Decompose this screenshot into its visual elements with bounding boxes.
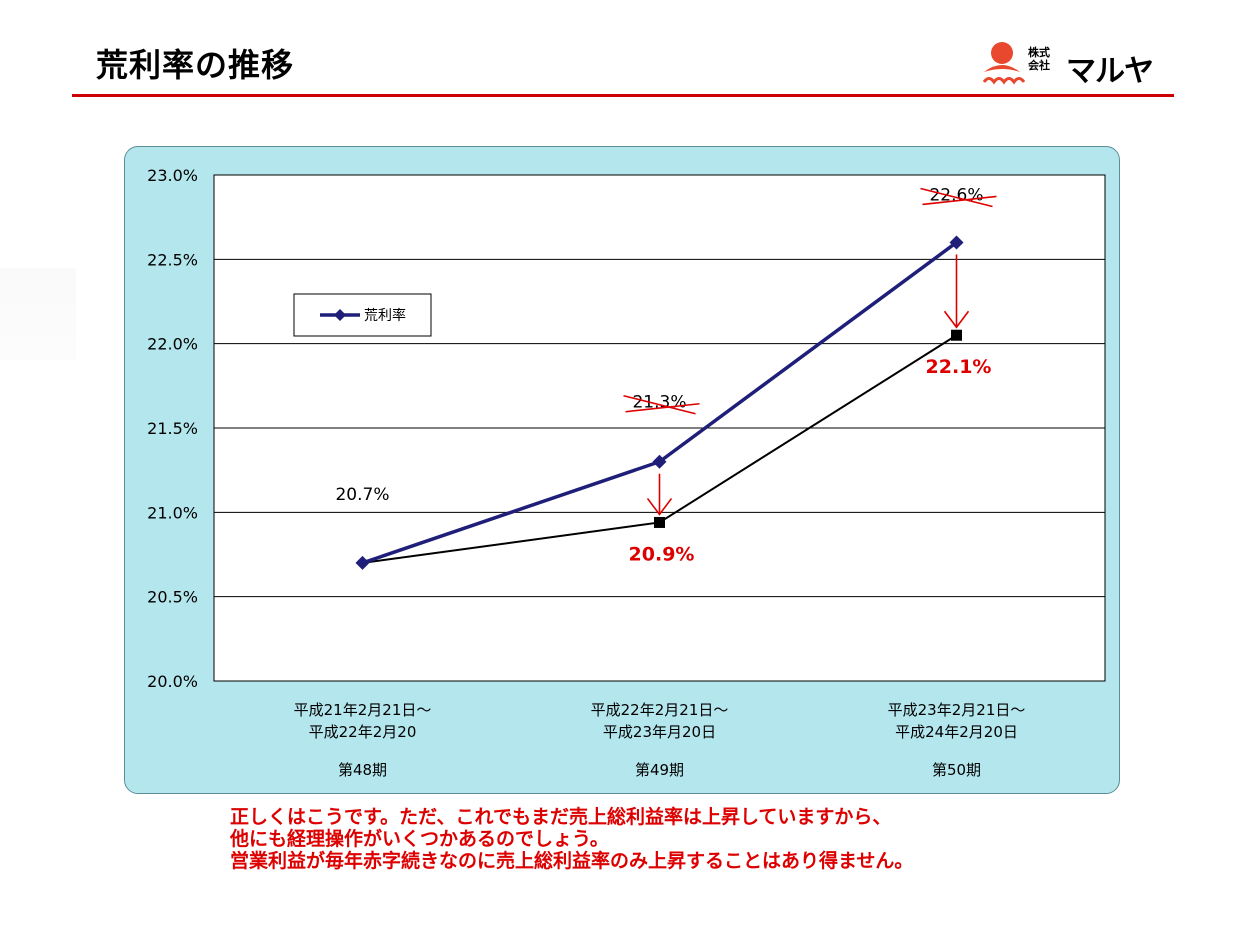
note-line-1: 正しくはこうです。ただ、これでもまだ売上総利益率は上昇していますから、 [230, 806, 892, 828]
company-logo: 株式 会社 マルヤ [980, 40, 1180, 92]
y-tick-label: 22.5% [147, 250, 198, 269]
maruya-mascot-icon [982, 42, 1026, 85]
x-period-label: 第50期 [932, 761, 981, 779]
page-title: 荒利率の推移 [96, 46, 295, 84]
x-category-label: 平成23年2月21日～ [888, 701, 1026, 719]
x-category-label: 平成22年2月21日～ [591, 701, 729, 719]
note-line-3: 営業利益が毎年赤字続きなのに売上総利益率のみ上昇することはあり得ません。 [230, 850, 914, 872]
y-tick-label: 20.5% [147, 588, 198, 607]
correction-arrow-head [943, 310, 970, 329]
data-point-diamond [652, 454, 667, 469]
logo-company-type: 株式 会社 [1028, 46, 1050, 72]
x-category-label: 平成21年2月21日～ [294, 701, 432, 719]
logo-brand-name: マルヤ [1066, 54, 1154, 89]
x-period-label: 第49期 [635, 761, 684, 779]
legend-label: 荒利率 [364, 307, 406, 324]
y-tick-label: 21.5% [147, 419, 198, 438]
x-category-label: 平成23年月20日 [603, 723, 716, 741]
data-point-square [654, 516, 665, 528]
x-category-label: 平成22年2月20 [309, 723, 417, 741]
title-underline [72, 94, 1174, 97]
y-tick-label: 22.0% [147, 335, 198, 354]
strikethrough-mark [922, 195, 997, 206]
y-tick-label: 20.0% [147, 672, 198, 691]
y-tick-label: 21.0% [147, 503, 198, 522]
x-period-label: 第48期 [338, 761, 387, 779]
y-tick-label: 23.0% [147, 166, 198, 185]
corrected-value-label: 22.1% [926, 356, 992, 378]
data-point-diamond [949, 235, 964, 250]
faded-background-fragment [0, 268, 76, 360]
data-point-diamond [355, 555, 370, 570]
strikethrough-mark [625, 402, 700, 413]
strikethrough-mark [623, 394, 696, 415]
legend-swatch-marker [334, 309, 346, 321]
correction-arrow-head [646, 497, 673, 516]
strikethrough-mark [920, 187, 993, 208]
data-point-square [951, 329, 962, 341]
x-category-label: 平成24年2月20日 [895, 723, 1018, 741]
original-value-label: 20.7% [335, 485, 389, 505]
note-line-2: 他にも経理操作がいくつかあるのでしょう。 [230, 828, 609, 850]
explanatory-note: 正しくはこうです。ただ、これでもまだ売上総利益率は上昇していますから、 他にも経… [230, 806, 913, 872]
corrected-value-label: 20.9% [629, 543, 695, 565]
legend-box [293, 293, 432, 337]
